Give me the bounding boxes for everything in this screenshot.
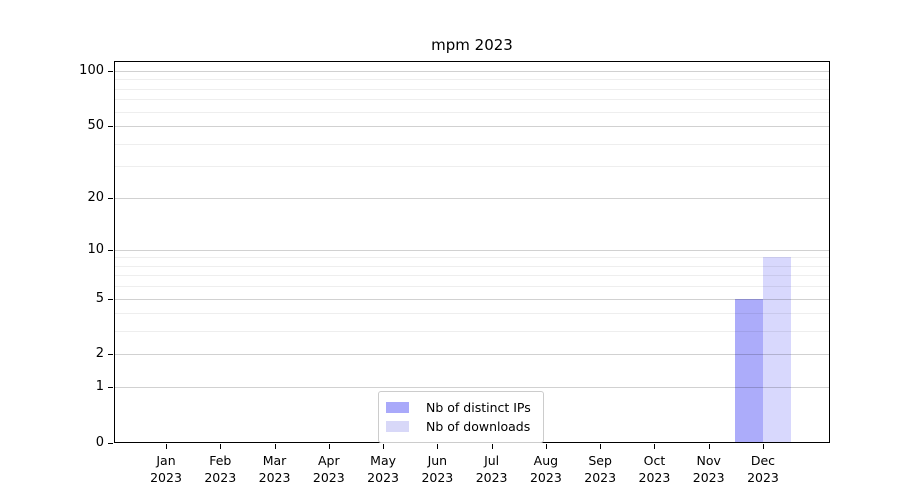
gridline-major bbox=[114, 387, 830, 389]
y-tick-mark bbox=[108, 197, 113, 199]
legend-row: Nb of downloads bbox=[386, 417, 531, 436]
x-axis-tick-label: Aug 2023 bbox=[529, 453, 562, 485]
gridline-minor bbox=[114, 257, 830, 259]
x-tick-mark bbox=[437, 444, 439, 449]
gridline-minor bbox=[114, 166, 830, 168]
y-axis-tick-label: 5 bbox=[95, 290, 104, 306]
plot-area: 100 50 20 10 5 2 1 0 Jan 2023 Feb 2023 Mar 2023 Ap… bbox=[79, 61, 830, 485]
gridline-major bbox=[114, 126, 830, 128]
axes-frame bbox=[114, 61, 830, 443]
x-axis-tick-label: Sep 2023 bbox=[584, 453, 617, 485]
y-axis-tick-label: 10 bbox=[87, 241, 104, 257]
y-axis-tick-label: 0 bbox=[95, 435, 104, 450]
x-tick-mark bbox=[762, 444, 764, 449]
gridline-minor bbox=[114, 79, 830, 81]
legend-swatch-icon bbox=[386, 402, 409, 413]
x-tick-mark bbox=[274, 444, 276, 449]
gridline-minor bbox=[114, 88, 830, 90]
y-tick-mark bbox=[108, 354, 113, 356]
y-tick-mark bbox=[108, 387, 113, 389]
x-tick-mark bbox=[545, 444, 547, 449]
x-tick-mark bbox=[328, 444, 330, 449]
gridline-minor bbox=[114, 331, 830, 333]
gridline-minor bbox=[114, 143, 830, 145]
x-tick-mark bbox=[383, 444, 385, 449]
y-tick-mark bbox=[108, 249, 113, 251]
y-tick-mark bbox=[108, 70, 113, 72]
x-axis-tick-label: Oct 2023 bbox=[638, 453, 671, 485]
gridline-minor bbox=[114, 99, 830, 101]
gridline-major bbox=[114, 70, 830, 72]
x-axis-tick-label: Apr 2023 bbox=[312, 453, 345, 485]
x-axis-tick-label: Jan 2023 bbox=[150, 453, 182, 485]
y-tick-mark bbox=[108, 298, 113, 300]
x-axis-tick-label: Jul 2023 bbox=[475, 453, 508, 485]
gridline-major bbox=[114, 298, 830, 300]
y-tick-mark bbox=[108, 126, 113, 128]
x-axis-tick-label: Mar 2023 bbox=[258, 453, 291, 485]
gridline-minor bbox=[114, 275, 830, 277]
gridline-major bbox=[114, 354, 830, 356]
x-axis-tick-label: Nov 2023 bbox=[692, 453, 725, 485]
chart-title: mpm 2023 bbox=[431, 36, 513, 54]
gridline-major bbox=[114, 249, 830, 251]
gridline-minor bbox=[114, 313, 830, 315]
x-tick-mark bbox=[166, 444, 167, 449]
bar-nb-of-downloads-dec-2023 bbox=[762, 257, 791, 443]
y-axis-tick-label: 50 bbox=[87, 118, 104, 134]
y-axis-tick-label: 100 bbox=[79, 62, 104, 78]
legend-label: Nb of distinct IPs bbox=[426, 400, 531, 415]
y-axis-tick-label: 1 bbox=[95, 379, 104, 395]
gridline-minor bbox=[114, 111, 830, 113]
x-tick-mark bbox=[708, 444, 710, 449]
x-tick-mark bbox=[600, 444, 602, 449]
gridline-minor bbox=[114, 265, 830, 267]
y-axis-tick-label: 2 bbox=[95, 346, 104, 362]
bar-nb-of-distinct-ips-dec-2023 bbox=[734, 298, 763, 443]
legend: Nb of distinct IPs Nb of downloads bbox=[378, 391, 544, 443]
x-tick-mark bbox=[220, 444, 222, 449]
x-axis-tick-label: Jun 2023 bbox=[421, 453, 454, 485]
x-tick-mark bbox=[654, 444, 656, 449]
gridline-minor bbox=[114, 286, 830, 288]
x-tick-mark bbox=[491, 444, 493, 449]
x-axis-tick-label: Dec 2023 bbox=[747, 453, 779, 485]
legend-row: Nb of distinct IPs bbox=[386, 398, 531, 417]
x-axis-tick-label: Feb 2023 bbox=[204, 453, 237, 485]
legend-swatch-icon bbox=[386, 421, 409, 432]
legend-label: Nb of downloads bbox=[426, 419, 531, 434]
y-axis-tick-label: 20 bbox=[87, 189, 104, 205]
x-axis-tick-label: May 2023 bbox=[367, 453, 399, 485]
gridline-major bbox=[114, 197, 830, 199]
y-tick-mark bbox=[108, 443, 113, 444]
